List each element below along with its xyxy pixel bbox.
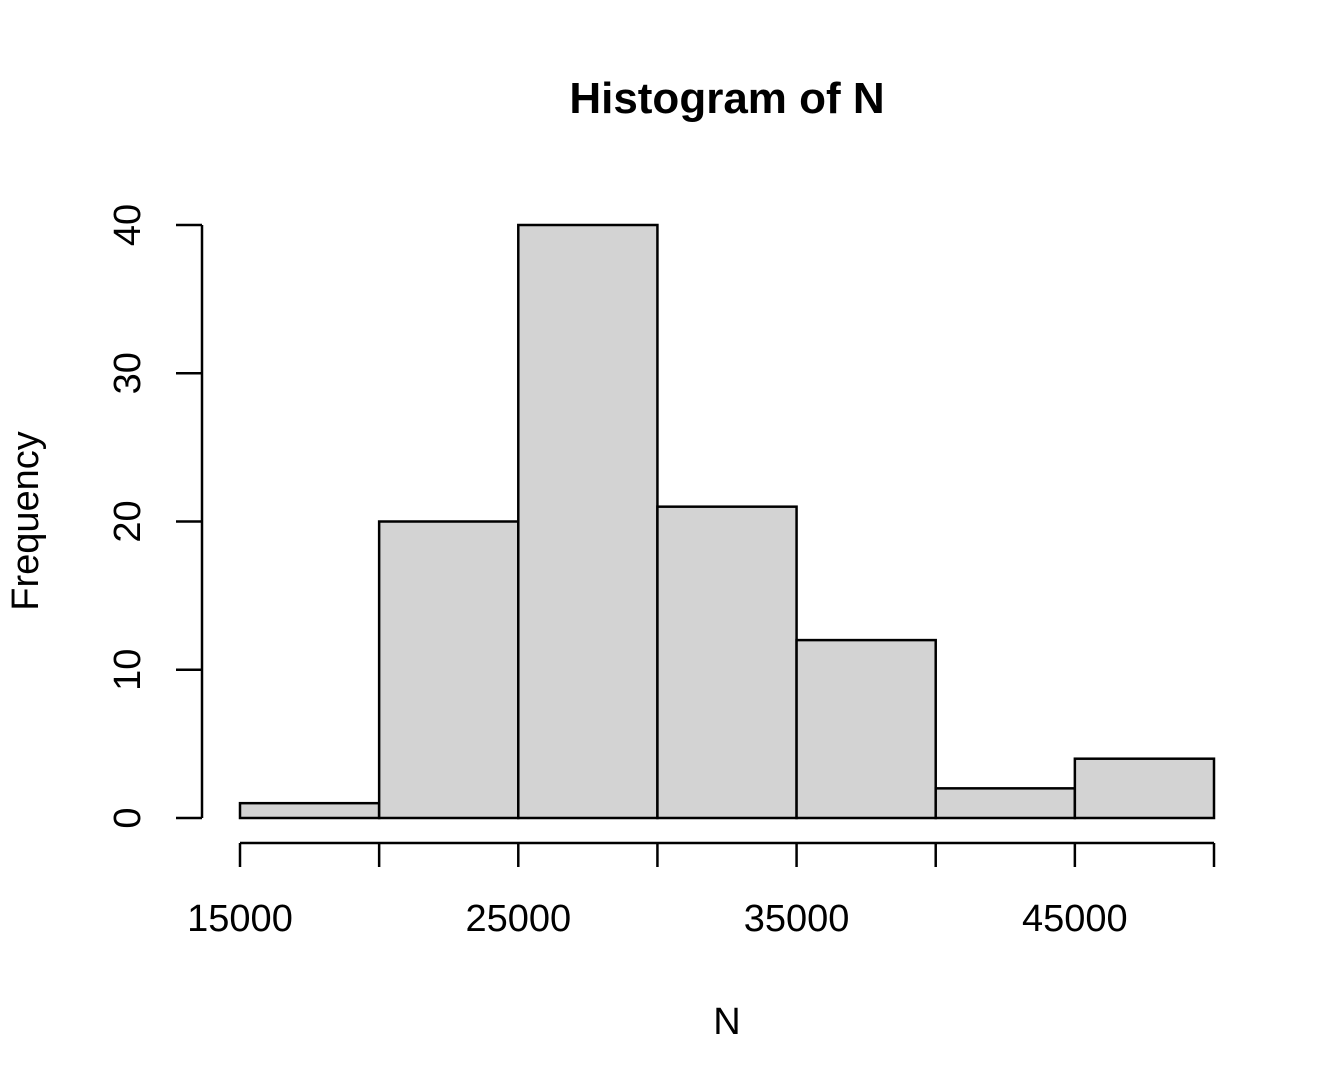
x-tick-label-25000: 25000 <box>465 898 571 940</box>
x-axis-label: N <box>713 1001 740 1043</box>
y-tick-label-20: 20 <box>107 500 149 542</box>
histogram-bar-2 <box>377 520 520 820</box>
y-axis: 0 10 20 30 40 <box>107 204 204 829</box>
y-tick-label-40: 40 <box>107 204 149 246</box>
y-tick-label-10: 10 <box>107 649 149 691</box>
y-tick-label-30: 30 <box>107 352 149 394</box>
histogram-bar-1 <box>238 801 381 820</box>
x-tick-label-35000: 35000 <box>744 898 850 940</box>
y-tick-label-0: 0 <box>107 807 149 828</box>
histogram-bar-7 <box>1073 757 1216 820</box>
histogram-bar-4 <box>656 505 798 820</box>
y-axis-label: Frequency <box>5 431 47 611</box>
histogram-bar-6 <box>934 787 1077 820</box>
histogram-bar-5 <box>795 638 937 820</box>
chart-title: Histogram of N <box>569 74 884 123</box>
x-tick-label-45000: 45000 <box>1022 898 1128 940</box>
histogram-bars <box>238 223 1216 820</box>
x-axis: 15000 25000 35000 45000 <box>187 841 1216 940</box>
histogram-bar-3 <box>517 223 659 820</box>
x-tick-label-15000: 15000 <box>187 898 293 940</box>
